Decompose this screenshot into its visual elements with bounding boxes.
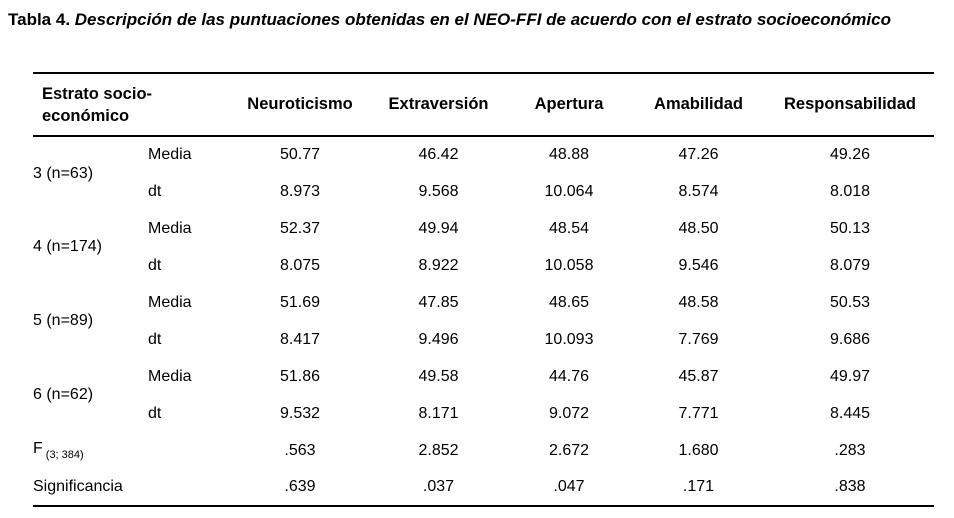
f-degrees-of-freedom: (3; 384) xyxy=(45,449,84,461)
dt-value: 8.075 xyxy=(279,256,321,274)
dt-value: 9.568 xyxy=(418,182,459,200)
dt-value: 9.496 xyxy=(418,330,459,348)
row-label-media: Media xyxy=(148,367,192,385)
row-label-dt: dt xyxy=(148,256,162,274)
media-value: 50.13 xyxy=(829,219,871,237)
table-number-label: Tabla 4. xyxy=(8,10,71,29)
dt-value: 9.072 xyxy=(548,404,590,422)
f-statistic-row: F (3; 384) .563 2.852 2.672 1.680 .283 xyxy=(33,432,934,469)
table-row: 5 (n=89) Media 51.69 47.85 48.65 48.58 5… xyxy=(33,284,934,330)
significance-value: .171 xyxy=(682,478,715,495)
dt-value: 8.445 xyxy=(829,404,871,422)
f-value: .283 xyxy=(834,441,866,459)
media-value: 49.26 xyxy=(829,146,871,163)
media-value: 51.86 xyxy=(279,367,321,385)
media-value: 48.50 xyxy=(678,219,719,237)
f-value: 1.680 xyxy=(678,441,719,459)
dt-value: 8.973 xyxy=(279,182,321,200)
dt-value: 10.064 xyxy=(544,182,594,200)
significance-value: .047 xyxy=(553,478,585,495)
row-label-dt: dt xyxy=(148,182,162,200)
media-value: 47.85 xyxy=(418,293,459,311)
f-symbol: F xyxy=(33,440,43,457)
media-value: 52.37 xyxy=(279,219,321,237)
table-row: dt 8.973 9.568 10.064 8.574 8.018 xyxy=(33,173,934,210)
f-value: 2.672 xyxy=(548,441,590,459)
dt-value: 7.769 xyxy=(678,330,719,348)
row-label-dt: dt xyxy=(148,404,162,422)
row-label-media: Media xyxy=(148,146,192,163)
significance-label: Significancia xyxy=(33,478,123,495)
media-value: 49.97 xyxy=(829,367,871,385)
media-value: 48.65 xyxy=(548,293,590,311)
f-value: 2.852 xyxy=(418,441,459,459)
dt-value: 8.417 xyxy=(279,330,321,348)
media-value: 51.69 xyxy=(279,293,321,311)
media-value: 45.87 xyxy=(678,367,719,385)
table-row: 6 (n=62) Media 51.86 49.58 44.76 45.87 4… xyxy=(33,358,934,404)
media-value: 44.76 xyxy=(548,367,590,385)
table-header-row: Estrato socio- económico Neuroticismo Ex… xyxy=(33,73,934,136)
stratum-label: 6 (n=62) xyxy=(33,386,94,403)
dt-value: 9.546 xyxy=(678,256,719,274)
header-stratum: Estrato socio- económico xyxy=(33,73,230,136)
header-stratum-line2: económico xyxy=(42,106,130,125)
media-value: 47.26 xyxy=(678,146,719,163)
dt-value: 7.771 xyxy=(678,404,719,422)
significance-value: .639 xyxy=(284,478,316,495)
header-responsabilidad: Responsabilidad xyxy=(783,95,917,113)
significance-value: .037 xyxy=(422,478,455,495)
significance-value: .838 xyxy=(834,478,866,495)
f-value: .563 xyxy=(284,441,316,459)
row-label-media: Media xyxy=(148,293,192,311)
dt-value: 9.532 xyxy=(279,404,321,422)
media-value: 50.53 xyxy=(829,293,871,311)
dt-value: 8.079 xyxy=(829,256,871,274)
table-row: 4 (n=174) Media 52.37 49.94 48.54 48.50 … xyxy=(33,210,934,256)
media-value: 49.94 xyxy=(418,219,459,237)
dt-value: 10.093 xyxy=(544,330,594,348)
media-value: 46.42 xyxy=(418,146,459,163)
dt-value: 8.922 xyxy=(418,256,459,274)
stratum-label: 4 (n=174) xyxy=(33,238,102,255)
table-caption-text: Descripción de las puntuaciones obtenida… xyxy=(74,10,891,29)
table-row: dt 9.532 8.171 9.072 7.771 8.445 xyxy=(33,395,934,432)
media-value: 49.58 xyxy=(418,367,459,385)
media-value: 48.54 xyxy=(548,219,590,237)
table-row: dt 8.075 8.922 10.058 9.546 8.079 xyxy=(33,247,934,284)
row-label-media: Media xyxy=(148,219,192,237)
header-stratum-line1: Estrato socio- xyxy=(42,84,153,103)
header-amabilidad: Amabilidad xyxy=(654,95,743,113)
table-row: dt 8.417 9.496 10.093 7.769 9.686 xyxy=(33,321,934,358)
dt-value: 9.686 xyxy=(829,330,871,348)
dt-value: 8.574 xyxy=(678,182,719,200)
neo-ffi-table: Estrato socio- económico Neuroticismo Ex… xyxy=(33,72,934,507)
table-row: 3 (n=63) Media 50.77 46.42 48.88 47.26 4… xyxy=(33,136,934,182)
dt-value: 10.058 xyxy=(544,256,594,274)
table-caption: Tabla 4. Descripción de las puntuaciones… xyxy=(8,8,891,32)
significance-row: Significancia .639 .037 .047 .171 .838 xyxy=(33,469,934,506)
header-neuroticismo: Neuroticismo xyxy=(247,95,353,113)
f-statistic-label: F (3; 384) xyxy=(33,432,230,469)
dt-value: 8.171 xyxy=(418,404,459,422)
stratum-label: 3 (n=63) xyxy=(33,164,94,182)
media-value: 50.77 xyxy=(279,146,321,163)
media-value: 48.88 xyxy=(548,146,590,163)
header-apertura: Apertura xyxy=(534,95,604,113)
media-value: 48.58 xyxy=(678,293,719,311)
header-extraversion: Extraversión xyxy=(388,95,489,113)
dt-value: 8.018 xyxy=(829,182,871,200)
stratum-label: 5 (n=89) xyxy=(33,312,94,329)
row-label-dt: dt xyxy=(148,330,162,348)
